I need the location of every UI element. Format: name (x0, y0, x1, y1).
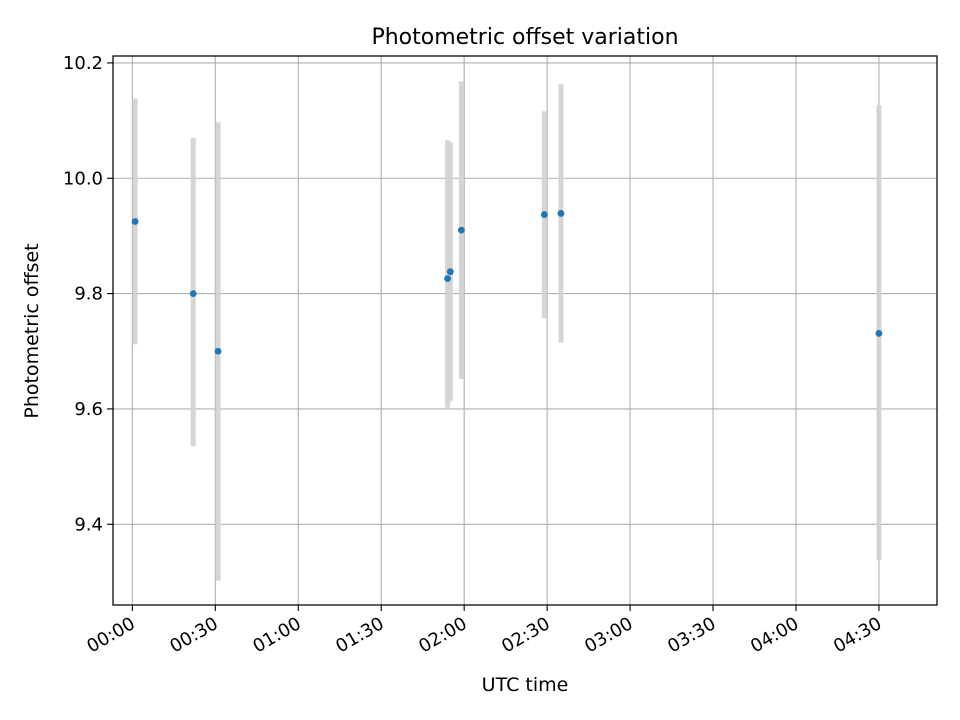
data-point (446, 268, 454, 276)
y-axis-label: Photometric offset (21, 243, 43, 418)
data-point (444, 275, 451, 282)
y-tick-label: 9.8 (74, 284, 103, 305)
y-tick-label: 9.4 (74, 514, 103, 535)
data-point (557, 210, 565, 217)
chart-title: Photometric offset variation (371, 25, 678, 50)
data-point (189, 290, 197, 297)
data-point (458, 226, 465, 234)
data-point (214, 347, 222, 355)
y-tick-label: 10.0 (63, 168, 103, 189)
plot-frame (112, 55, 938, 606)
data-point (131, 218, 139, 225)
data-point (875, 329, 883, 337)
y-tick-label: 10.2 (63, 53, 103, 74)
grid-lines (113, 56, 937, 605)
data-points (131, 210, 883, 355)
x-axis-label: UTC time (482, 674, 569, 696)
data-point (540, 211, 548, 218)
y-tick-label: 9.6 (74, 399, 103, 420)
